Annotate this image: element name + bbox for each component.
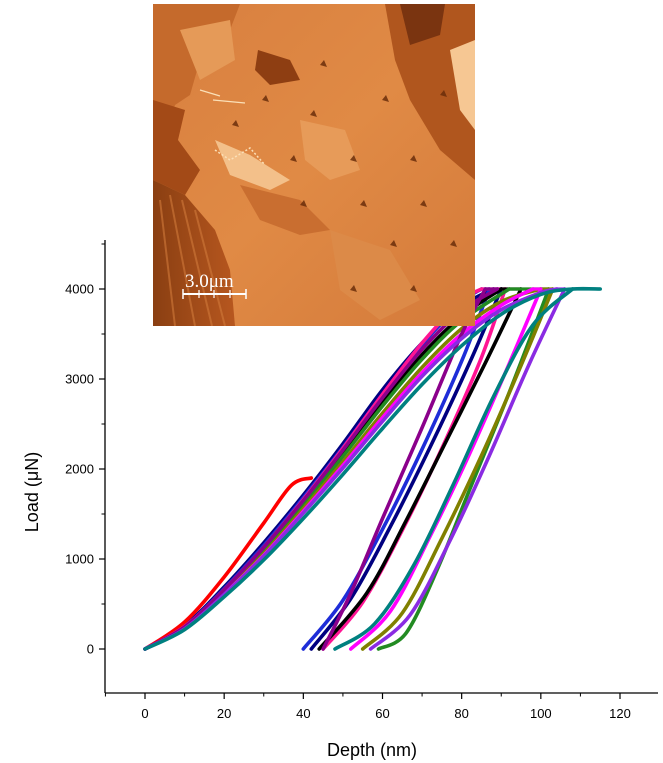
loading-curve <box>143 476 314 651</box>
x-tick-label: 40 <box>296 706 310 721</box>
x-tick-label: 20 <box>217 706 231 721</box>
unloading-curve <box>349 287 543 651</box>
series-9 <box>143 287 500 651</box>
unloading-curve <box>317 287 523 651</box>
x-tick-label: 60 <box>375 706 389 721</box>
y-tick-label: 0 <box>87 642 94 657</box>
x-tick-label: 0 <box>141 706 148 721</box>
unloading-curve <box>333 287 575 651</box>
afm-inset-image: 3.0μm <box>153 4 475 326</box>
series-11 <box>143 286 602 651</box>
x-tick-label: 100 <box>530 706 552 721</box>
unloading-curve <box>301 287 492 651</box>
unloading-curve <box>309 287 504 651</box>
y-tick-label: 1000 <box>65 552 94 567</box>
x-tick-label: 120 <box>609 706 631 721</box>
tick-layer: 0 20 40 60 80 100 120 0 1000 2000 3000 4000 <box>65 243 631 721</box>
unloading-curve <box>360 287 555 651</box>
y-tick-label: 2000 <box>65 462 94 477</box>
series-2 <box>143 476 314 651</box>
y-axis-title: Load (μN) <box>22 452 42 532</box>
loading-curve <box>143 286 602 651</box>
unloading-curve <box>368 287 567 651</box>
scale-bar: 3.0μm <box>182 271 247 299</box>
loading-curve <box>143 287 500 651</box>
axes <box>104 240 658 694</box>
y-tick-label: 3000 <box>65 372 94 387</box>
scale-bar-label: 3.0μm <box>185 271 234 292</box>
loading-curve <box>143 287 496 651</box>
y-tick-label: 4000 <box>65 282 94 297</box>
x-tick-label: 80 <box>454 706 468 721</box>
curve-layer <box>143 286 602 651</box>
x-axis-title: Depth (nm) <box>327 740 417 760</box>
unloading-curve <box>321 287 488 651</box>
